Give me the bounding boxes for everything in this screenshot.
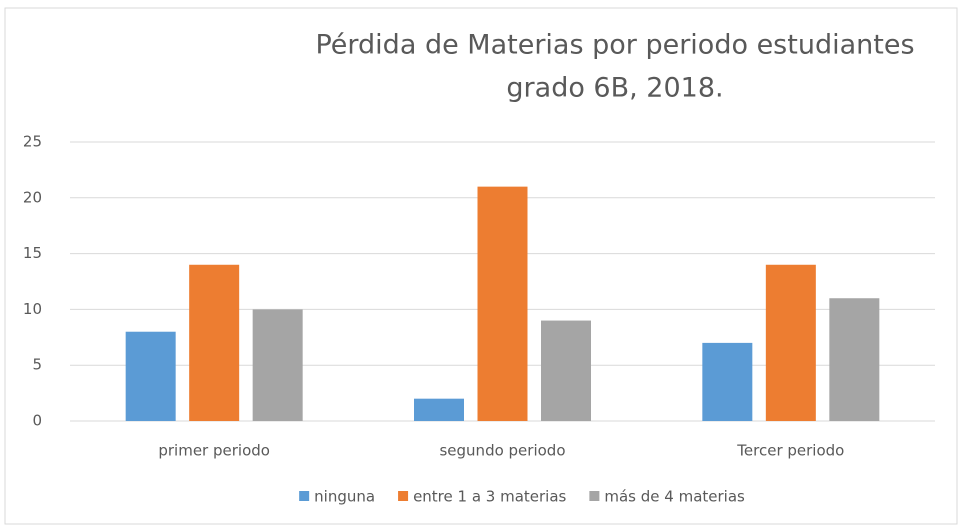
x-tick-label: Tercer periodo bbox=[736, 442, 844, 460]
y-tick-label: 10 bbox=[23, 300, 42, 318]
bar bbox=[702, 342, 753, 421]
y-tick-label: 0 bbox=[32, 412, 42, 430]
legend-swatch bbox=[589, 491, 600, 501]
bar bbox=[414, 398, 464, 421]
bar bbox=[252, 309, 303, 421]
y-tick-label: 25 bbox=[23, 133, 42, 151]
bar bbox=[477, 186, 528, 421]
bar bbox=[765, 264, 816, 421]
y-tick-label: 15 bbox=[23, 244, 42, 262]
legend-swatch bbox=[299, 491, 310, 501]
legend-label: más de 4 materias bbox=[604, 488, 745, 506]
x-tick-label: segundo periodo bbox=[439, 442, 565, 460]
y-tick-label: 20 bbox=[23, 188, 42, 206]
bar bbox=[541, 320, 591, 421]
bar bbox=[125, 331, 176, 421]
legend-label: entre 1 a 3 materias bbox=[413, 488, 566, 506]
x-tick-label: primer periodo bbox=[158, 442, 270, 460]
chart-title: grado 6B, 2018. bbox=[506, 73, 723, 104]
chart-title: Pérdida de Materias por periodo estudian… bbox=[315, 30, 914, 61]
legend-label: ninguna bbox=[314, 488, 375, 506]
bar bbox=[829, 298, 880, 421]
legend-swatch bbox=[398, 491, 409, 501]
y-tick-label: 5 bbox=[32, 356, 42, 374]
bar bbox=[189, 264, 240, 421]
